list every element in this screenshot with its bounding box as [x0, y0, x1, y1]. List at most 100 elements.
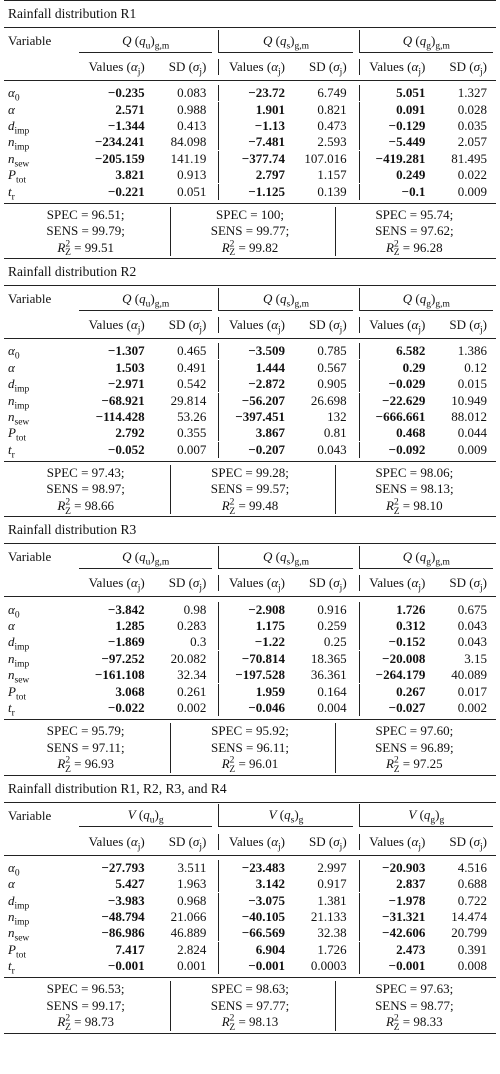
sd-subheader: SD (σj): [309, 833, 347, 853]
group-header-label: V (qs)g: [268, 807, 304, 826]
variable-header: Variable: [8, 33, 52, 48]
sd-cell: 0.916: [317, 601, 347, 617]
sd-cell: 20.799: [451, 925, 487, 941]
sd-cell: 1.381: [317, 892, 347, 908]
value-cell: 2.792: [115, 425, 145, 441]
table-row: tr −0.001 0.001 −0.001 0.0003 −0.001 0.008: [4, 958, 496, 977]
values-subheader: Values (αj): [369, 317, 426, 336]
group-header-qs: V (qs)g: [218, 804, 353, 828]
variable-name: α: [8, 359, 15, 375]
value-cell: −40.105: [241, 909, 285, 925]
value-cell: −0.152: [388, 634, 426, 650]
group-header-label: Q (qg)g,m: [402, 290, 450, 310]
value-cell: 2.473: [396, 941, 426, 957]
value-cell: −1.125: [248, 183, 285, 199]
value-cell: −31.321: [382, 909, 426, 925]
sd-cell: 21.133: [310, 909, 347, 925]
variable-name: tr: [8, 958, 15, 977]
sd-cell: 2.824: [177, 941, 207, 957]
sd-cell: 0.722: [457, 892, 487, 908]
sd-cell: 0.008: [457, 958, 487, 974]
sd-cell: 0.12: [464, 359, 487, 375]
sd-subheader: SD (σj): [168, 59, 207, 78]
sd-cell: 2.057: [457, 134, 487, 150]
value-cell: −56.207: [241, 392, 285, 408]
variable-name: Ptot: [8, 425, 26, 444]
sd-subheader: SD (σj): [449, 833, 487, 853]
value-cell: −0.029: [388, 376, 426, 392]
group-header-qu: Q (qu)g,m: [79, 30, 213, 53]
sd-cell: 0.283: [177, 618, 207, 634]
variable-name: α: [8, 876, 15, 892]
table-row: Ptot 3.821 0.913 2.797 1.157 0.249 0.022: [4, 167, 496, 185]
sd-cell: 0.988: [177, 101, 207, 117]
table-row: α0 −0.235 0.083 −23.72 6.749 5.051 1.327: [4, 85, 496, 104]
value-cell: 5.051: [396, 85, 426, 101]
stats-cell: SPEC = 98.63; SENS = 97.77; R2Z = 98.13: [170, 981, 328, 1033]
sd-cell: 2.593: [317, 134, 347, 150]
variable-name: dimp: [8, 376, 30, 395]
sd-cell: 0.043: [457, 618, 487, 634]
sd-subheader: SD (σj): [449, 575, 487, 595]
values-subheader: Values (αj): [369, 59, 426, 78]
sd-cell: 0.261: [177, 683, 207, 699]
sd-subheader: SD (σj): [168, 833, 207, 853]
sd-cell: 0.785: [317, 343, 347, 359]
value-cell: 1.901: [255, 101, 285, 117]
variable-name: Ptot: [8, 941, 26, 961]
sd-cell: 53.26: [177, 408, 207, 424]
variable-name: nimp: [8, 909, 30, 928]
value-cell: −3.509: [248, 343, 285, 359]
stats-cell: SPEC = 97.60; SENS = 96.89; R2Z = 97.25: [334, 723, 493, 775]
table-row: α0 −3.842 0.98 −2.908 0.916 1.726 0.675: [4, 601, 496, 620]
sd-cell: 0.007: [177, 441, 207, 457]
sd-cell: 3.15: [464, 650, 487, 666]
sd-cell: 0.002: [457, 700, 487, 715]
sd-cell: 14.474: [451, 909, 487, 925]
value-cell: −1.13: [254, 117, 285, 133]
stats-row: SPEC = 96.51; SENS = 99.79; R2Z = 99.51 SP…: [4, 202, 496, 259]
sd-cell: 0.491: [177, 359, 207, 375]
subheader-row: Values (αj) SD (σj) Values (αj) SD (σj) Va…: [4, 54, 496, 81]
group-header-qg: Q (qg)g,m: [358, 545, 493, 569]
sd-cell: 0.821: [317, 101, 347, 117]
value-cell: −1.344: [108, 117, 145, 133]
value-cell: −23.72: [248, 85, 285, 101]
value-cell: −0.027: [388, 700, 426, 715]
sd-cell: 3.511: [177, 859, 207, 875]
value-cell: 6.904: [255, 941, 285, 957]
group-header-row: Variable Q (qu)g,m Q (qs)g,m Q (qg)g,m: [4, 28, 496, 54]
value-cell: −2.872: [248, 376, 285, 392]
value-cell: −42.606: [382, 925, 426, 941]
sd-cell: 0.542: [177, 376, 207, 392]
value-cell: −205.159: [95, 150, 145, 166]
section-title: Rainfall distribution R1: [4, 1, 496, 28]
sd-cell: 0.001: [177, 958, 207, 974]
sd-cell: 0.002: [177, 700, 207, 715]
table-row: α 5.427 1.963 3.142 0.917 2.837 0.688: [4, 876, 496, 893]
values-subheader: Values (αj): [88, 833, 145, 853]
sd-subheader: SD (σj): [309, 575, 347, 595]
sd-cell: 0.0003: [310, 958, 347, 974]
sd-cell: 0.017: [457, 683, 487, 699]
sd-cell: 40.089: [451, 667, 487, 683]
sd-cell: 10.949: [451, 392, 487, 408]
value-cell: −5.449: [388, 134, 426, 150]
variable-name: nimp: [8, 134, 30, 153]
sd-cell: 0.043: [317, 441, 347, 457]
sd-subheader: SD (σj): [168, 317, 207, 336]
stats-row: SPEC = 97.43; SENS = 98.97; R2Z = 98.66 SP…: [4, 460, 496, 517]
variable-name: nsew: [8, 667, 30, 686]
sd-cell: 88.012: [451, 408, 487, 424]
subheader-row: Values (αj) SD (σj) Values (αj) SD (σj) Va…: [4, 829, 496, 856]
value-cell: −48.794: [101, 909, 145, 925]
sd-cell: 0.391: [457, 941, 487, 957]
sd-cell: 0.98: [183, 601, 207, 617]
table-row: Ptot 7.417 2.824 6.904 1.726 2.473 0.391: [4, 941, 496, 961]
sd-subheader: SD (σj): [449, 59, 487, 78]
data-block: α0 −3.842 0.98 −2.908 0.916 1.726 0.675 α 1.285 0…: [4, 597, 496, 719]
table-row: dimp −2.971 0.542 −2.872 0.905 −0.029 0.015: [4, 376, 496, 395]
table-row: Ptot 3.068 0.261 1.959 0.164 0.267 0.017: [4, 683, 496, 702]
group-header-label: V (qu)g: [127, 807, 164, 826]
stats-row: SPEC = 95.79; SENS = 97.11; R2Z = 96.93 SP…: [4, 719, 496, 775]
